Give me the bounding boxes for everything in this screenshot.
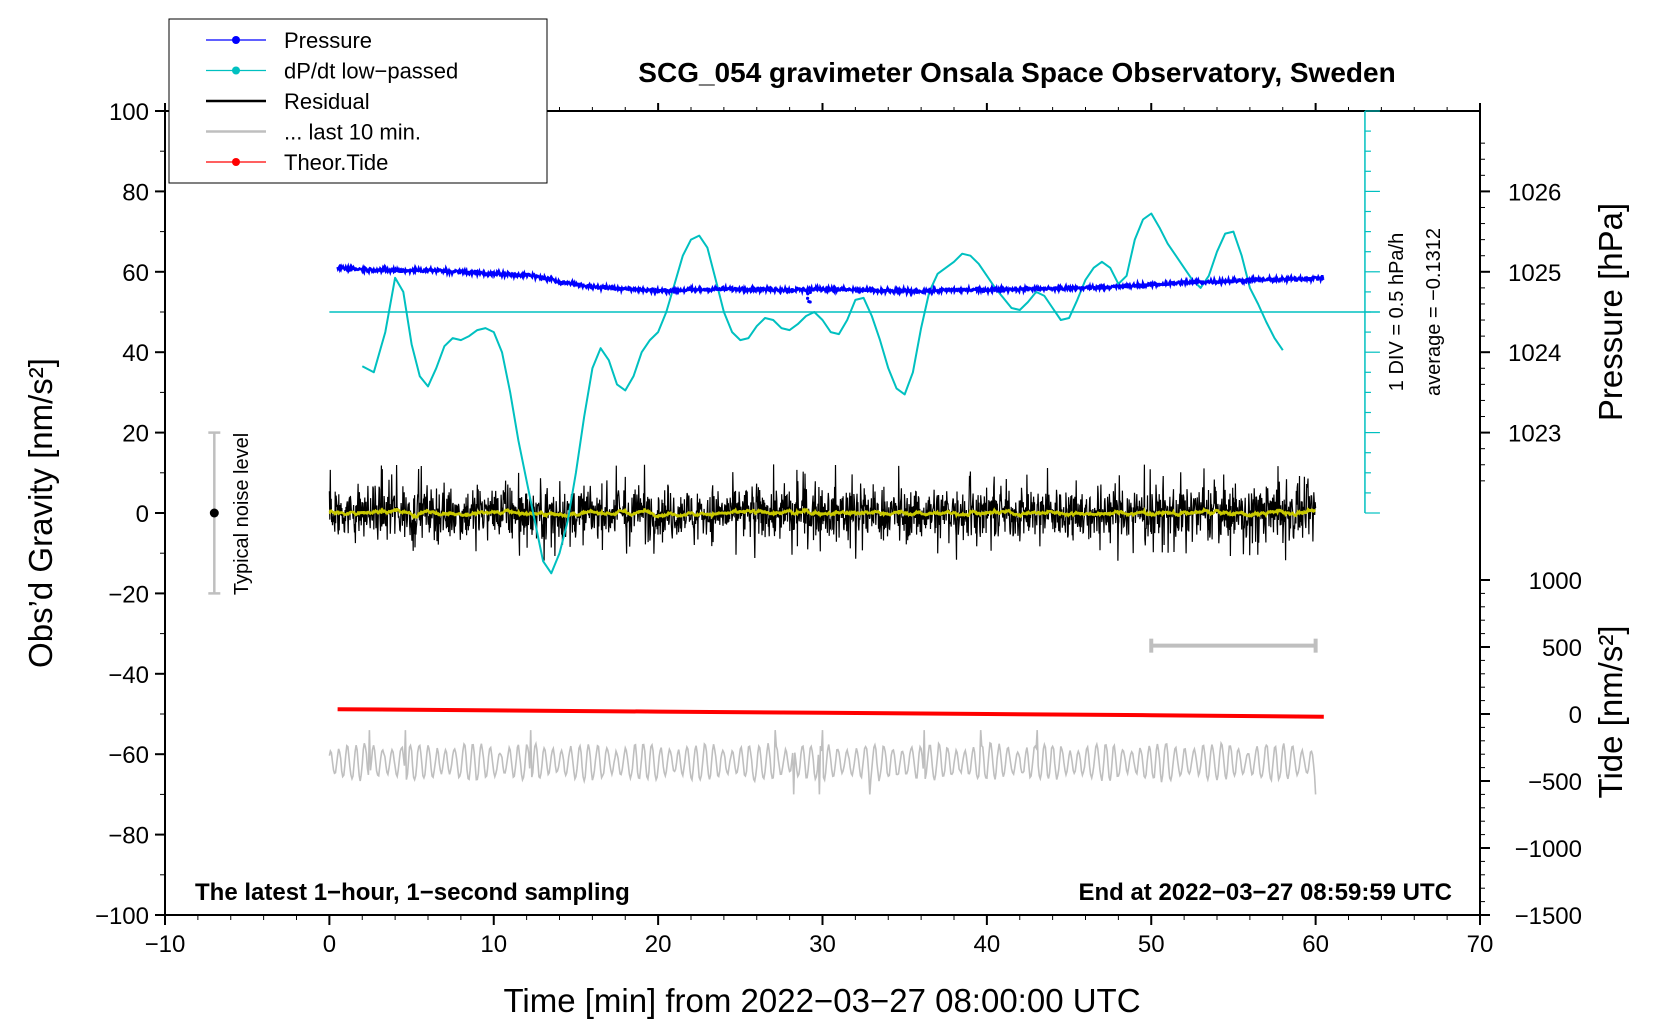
residual-series-line (328, 464, 1317, 561)
bottom-left-caption: The latest 1−hour, 1−second sampling (195, 879, 630, 906)
pressure-series-line (336, 262, 1325, 298)
y-tick-label-1: 80 (122, 179, 149, 206)
y-axis-title-pressure: Pressure [hPa] (1592, 203, 1629, 421)
legend-entry-0: Pressure (206, 28, 372, 53)
pressure-outlier-point (806, 292, 810, 296)
x-tick-label-8: 70 (1467, 931, 1494, 958)
dpdt-scale-label: 1 DIV = 0.5 hPa/h (1386, 233, 1408, 391)
y-tick-label-5: 0 (136, 501, 149, 528)
x-tick-label-5: 40 (974, 931, 1001, 958)
pressure-tick-label-0: 1026 (1508, 179, 1561, 206)
series-layer (328, 212, 1325, 795)
pressure-outlier-point (805, 296, 810, 300)
legend-entry-4: Theor.Tide (206, 150, 388, 175)
legend-swatch-dot (232, 158, 240, 166)
pressure-tick-label-1: 1025 (1508, 260, 1561, 287)
y-tick-label-10: −100 (95, 903, 149, 930)
legend-label: Pressure (284, 28, 372, 53)
pressure-outlier-point (808, 290, 812, 295)
y-tick-label-7: −40 (108, 662, 149, 689)
legend-label: ... last 10 min. (284, 120, 421, 145)
legend-label: Residual (284, 89, 370, 114)
pressure-tick-label-3: 1023 (1508, 421, 1561, 448)
chart-title: SCG_054 gravimeter Onsala Space Observat… (638, 57, 1395, 88)
y-tick-label-4: 20 (122, 421, 149, 448)
y-tick-label-8: −60 (108, 742, 149, 769)
axis-ticks: −10 0 10 20 30 40 50 60 70100806040200−20−40−60−… (95, 99, 1582, 958)
legend-swatch-dot (232, 66, 240, 75)
y-tick-label-6: −20 (108, 581, 149, 608)
y-axis-title-left: Obs’d Gravity [nm/s²] (22, 358, 59, 668)
tide-tick-label-4: −1000 (1515, 836, 1582, 863)
x-tick-label-7: 60 (1302, 931, 1329, 958)
tide-tick-label-2: 0 (1569, 702, 1582, 729)
x-tick-label-6: 50 (1138, 931, 1165, 958)
tide-tick-label-0: 1000 (1529, 568, 1582, 595)
noise-level-label: Typical noise level (231, 433, 253, 595)
pressure-outlier-point (807, 299, 811, 304)
legend-entry-3: ... last 10 min. (206, 120, 421, 145)
legend: Pressure dP/dt low−passed Residual ... last… (168, 18, 548, 184)
x-axis-title: Time [min] from 2022−03−27 08:00:00 UTC (503, 982, 1140, 1019)
x-tick-label-4: 30 (809, 931, 836, 958)
legend-swatch-dot (232, 36, 240, 44)
legend-entries: Pressure dP/dt low−passed Residual ... last… (206, 28, 458, 175)
dpdt-series-line (361, 212, 1284, 575)
x-tick-label-2: 10 (480, 931, 507, 958)
y-axis-title-tide: Tide [nm/s²] (1592, 626, 1629, 799)
dpdt-average-label: average = −0.1312 (1423, 228, 1445, 396)
last10-series-line (328, 730, 1317, 795)
bottom-right-caption: End at 2022−03−27 08:59:59 UTC (1078, 879, 1452, 906)
legend-entry-2: Residual (206, 89, 370, 114)
legend-entry-1: dP/dt low−passed (206, 59, 458, 84)
tide-series-line (337, 707, 1324, 719)
tide-tick-label-5: −1500 (1515, 903, 1582, 930)
tide-tick-label-1: 500 (1542, 635, 1582, 662)
pressure-tick-label-2: 1024 (1508, 340, 1561, 367)
pressure-outlier-point (809, 288, 813, 292)
y-tick-label-9: −80 (108, 823, 149, 850)
x-tick-label-1: 0 (323, 931, 336, 958)
x-tick-label-3: 20 (645, 931, 672, 958)
y-tick-label-3: 40 (122, 340, 149, 367)
x-tick-label-0: −10 (145, 931, 186, 958)
noise-bar-center-point (209, 508, 219, 518)
legend-label: dP/dt low−passed (284, 59, 458, 84)
residual-smoothed-line (328, 506, 1316, 520)
y-tick-label-0: 100 (109, 99, 149, 126)
legend-label: Theor.Tide (284, 150, 388, 175)
y-tick-label-2: 60 (122, 260, 149, 287)
overlay-layer (208, 110, 1380, 653)
tide-tick-label-3: −500 (1528, 769, 1582, 796)
